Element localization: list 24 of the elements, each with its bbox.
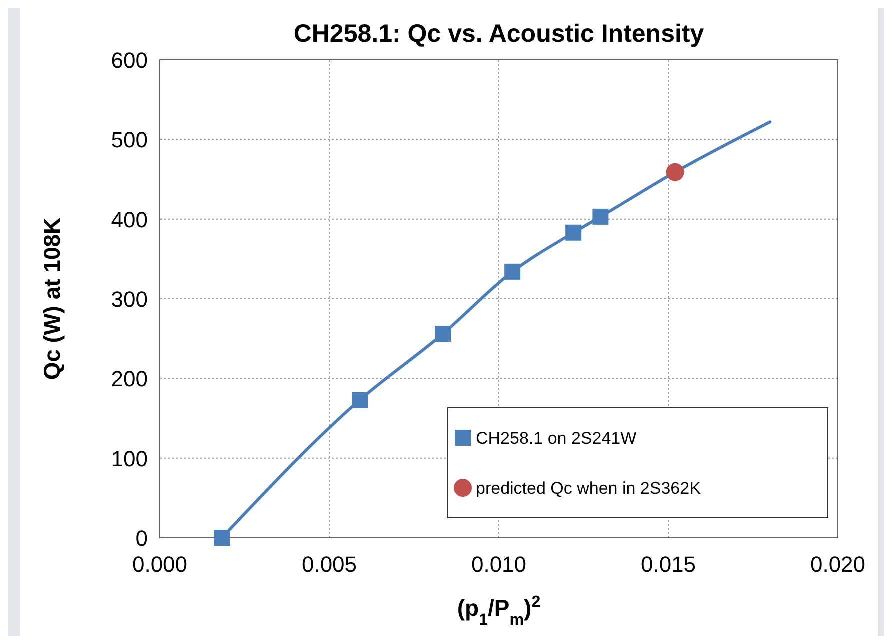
legend-label: CH258.1 on 2S241W [476,429,637,448]
y-tick-label: 300 [111,287,148,312]
point [504,264,521,280]
x-tick-label: 0.020 [810,552,866,577]
chart-title: CH258.1: Qc vs. Acoustic Intensity [294,20,704,48]
legend-label: predicted Qc when in 2S362K [476,479,702,498]
y-tick-label: 600 [111,48,148,73]
point [214,530,230,546]
point [352,392,368,408]
y-axis-title: Qc (W) at 108K [39,217,65,380]
y-tick-label: 100 [111,446,148,472]
x-axis-title: (p$_{1}$/P$_{m}$)$^{2}$ [457,593,541,629]
x-tick-label: 0.010 [471,552,527,577]
y-tick-label: 500 [111,128,148,153]
y-tick-label: 400 [111,207,148,232]
point [566,224,582,241]
x-tick-label: 0.000 [132,552,188,577]
y-tick-label: 200 [111,366,148,392]
point [592,208,609,225]
point [435,326,452,342]
x-tick-label: 0.005 [302,552,358,577]
point [666,163,684,182]
x-tick-label: 0.015 [640,552,696,577]
y-tick-label: 0 [136,526,148,551]
